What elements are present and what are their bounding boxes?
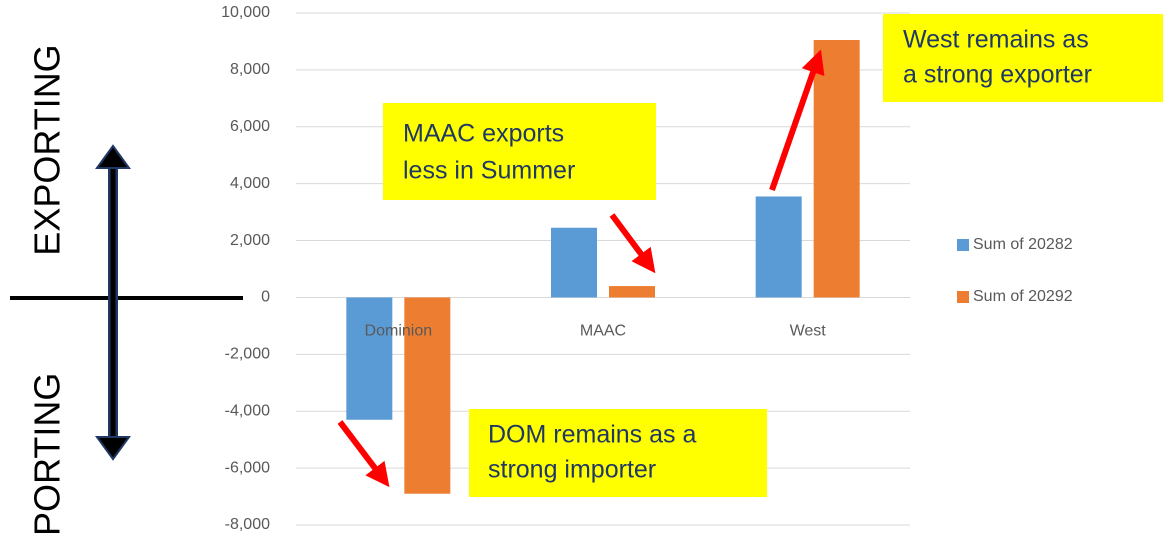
x-tick-label: Dominion bbox=[365, 323, 433, 340]
legend-swatch bbox=[957, 239, 969, 251]
bar bbox=[755, 196, 802, 298]
y-tick-label: -4,000 bbox=[225, 402, 270, 419]
y-tick-label: 2,000 bbox=[230, 232, 270, 249]
bar bbox=[346, 297, 393, 420]
bar bbox=[609, 286, 655, 298]
note-box bbox=[469, 409, 767, 497]
y-tick-label: 8,000 bbox=[230, 61, 270, 78]
x-tick-label: West bbox=[790, 323, 827, 340]
y-tick-label: -8,000 bbox=[225, 516, 270, 533]
arrow-heads bbox=[95, 144, 131, 461]
red-arrow bbox=[337, 420, 390, 488]
y-tick-label: 6,000 bbox=[230, 118, 270, 135]
x-tick-label: MAAC bbox=[580, 323, 626, 340]
y-tick-label: 10,000 bbox=[221, 4, 270, 21]
red-arrow bbox=[769, 49, 825, 191]
y-tick-label: -2,000 bbox=[225, 346, 270, 363]
note-line: West remains as bbox=[903, 26, 1089, 54]
legend-label: Sum of 20282 bbox=[973, 236, 1073, 253]
note-box bbox=[883, 14, 1163, 102]
bar bbox=[813, 40, 860, 298]
y-tick-label: -6,000 bbox=[225, 459, 270, 476]
side-label: PORTING bbox=[27, 373, 68, 536]
red-arrow bbox=[609, 213, 656, 274]
side-label: EXPORTING bbox=[27, 44, 68, 255]
note-line: DOM remains as a bbox=[488, 421, 696, 449]
y-tick-label: 4,000 bbox=[230, 175, 270, 192]
note-box bbox=[383, 103, 656, 200]
bar bbox=[551, 227, 597, 298]
note-line: strong importer bbox=[488, 456, 656, 484]
bar bbox=[404, 297, 451, 494]
y-tick-label: 0 bbox=[261, 289, 270, 306]
note-line: a strong exporter bbox=[903, 61, 1092, 89]
note-line: MAAC exports bbox=[403, 120, 564, 148]
legend-swatch bbox=[957, 291, 969, 303]
legend-label: Sum of 20292 bbox=[973, 288, 1073, 305]
note-line: less in Summer bbox=[403, 157, 575, 185]
